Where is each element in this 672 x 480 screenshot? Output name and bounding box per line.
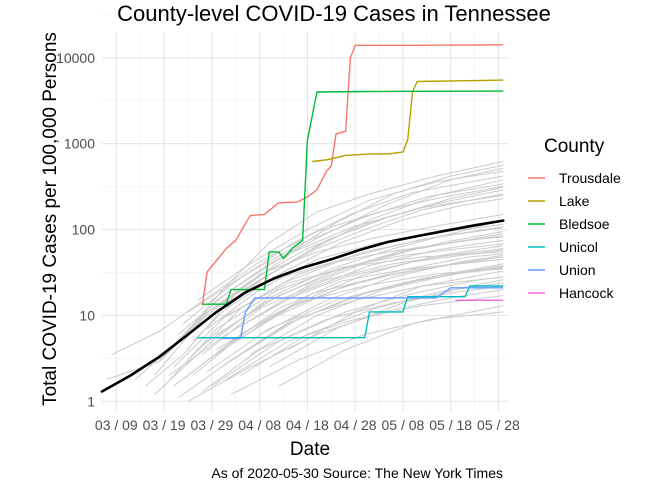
x-tick-label: 03 / 29 [190, 417, 233, 433]
legend-label: Trousdale [559, 170, 621, 186]
highlight-series-layer [197, 44, 504, 340]
county-line-background [154, 213, 504, 376]
county-line-background [178, 164, 504, 335]
legend-title: County [544, 136, 605, 157]
x-tick-label: 03 / 09 [95, 417, 138, 433]
county-line-background [288, 270, 504, 351]
county-line-background [268, 279, 504, 368]
county-line-background [230, 263, 504, 361]
legend-item-unicol: Unicol [528, 239, 598, 255]
county-line-background [216, 256, 504, 351]
ticks-layer: 03 / 09 03 / 19 03 / 29 04 / 08 04 / 18 04 / … [56, 50, 520, 433]
legend-label: Hancock [559, 285, 614, 301]
county-line-background [168, 249, 504, 376]
county-line-background [187, 183, 504, 313]
county-line-background [221, 265, 504, 368]
y-tick-label: 100 [72, 222, 96, 238]
x-tick-label: 03 / 19 [143, 417, 186, 433]
series-line-lake [312, 79, 504, 163]
y-tick-label: 1000 [64, 136, 95, 152]
legend-item-hancock: Hancock [528, 285, 614, 301]
series-line-bledsoe [202, 90, 504, 305]
y-tick-label: 10 [79, 307, 95, 323]
county-line-background [206, 253, 504, 361]
legend-items: Trousdale Lake Bledsoe Unicol Union Hancock [528, 170, 621, 301]
county-line-background [202, 236, 504, 346]
county-line-background [182, 175, 504, 325]
legend-item-lake: Lake [528, 193, 590, 209]
county-line-background [206, 223, 504, 330]
legend-item-trousdale: Trousdale [528, 170, 621, 186]
county-line-background [163, 243, 504, 387]
county-line-background [225, 295, 504, 380]
legend-label: Lake [559, 193, 590, 209]
county-line-background [211, 186, 504, 316]
chart-caption: As of 2020-05-30 Source: The New York Ti… [211, 465, 503, 480]
statewide-trend-line [100, 219, 505, 393]
county-line-background [278, 305, 504, 387]
county-line-background [154, 219, 504, 395]
county-line-background [201, 248, 504, 355]
x-tick-label: 05 / 08 [382, 417, 425, 433]
county-line-background [259, 254, 504, 335]
x-tick-label: 05 / 28 [477, 417, 520, 433]
legend-label: Union [559, 262, 596, 278]
legend-item-bledsoe: Bledsoe [528, 216, 610, 232]
county-line-background [240, 282, 504, 376]
series-line-union [221, 287, 504, 340]
x-tick-label: 04 / 28 [334, 417, 377, 433]
series-line-trousdale [201, 44, 504, 306]
y-axis-title: Total COVID-19 Cases per 100,000 Persons [40, 32, 61, 406]
series-line-unicol [197, 285, 504, 339]
legend-label: Bledsoe [559, 216, 610, 232]
county-line-background [182, 267, 504, 380]
legend-label: Unicol [559, 239, 598, 255]
x-tick-label: 04 / 18 [286, 417, 329, 433]
county-line-background [216, 233, 504, 335]
trend-layer [100, 219, 505, 393]
legend: County Trousdale Lake Bledsoe Unicol Union Ha… [528, 136, 621, 301]
county-line-background [221, 226, 504, 320]
y-tick-label: 1 [87, 393, 95, 409]
x-tick-label: 05 / 18 [429, 417, 472, 433]
legend-item-union: Union [528, 262, 596, 278]
x-tick-label: 04 / 08 [238, 417, 281, 433]
county-line-background [249, 266, 504, 356]
county-line-background [106, 193, 504, 380]
county-line-background [235, 239, 504, 330]
chart-title: County-level COVID-19 Cases in Tennessee [117, 1, 551, 26]
y-tick-label: 10000 [56, 50, 95, 66]
county-line-background [197, 170, 504, 301]
x-axis-title: Date [290, 439, 330, 460]
